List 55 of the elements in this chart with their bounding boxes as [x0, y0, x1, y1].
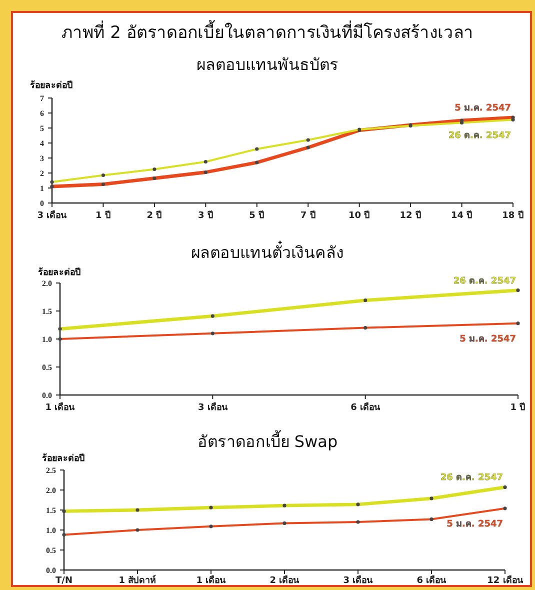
x-tick-label: 1 เดือน	[45, 401, 76, 413]
x-tick-label: 3 เดือน	[37, 209, 68, 221]
x-tick-label: 3 ปี	[198, 210, 214, 221]
x-tick-label: 18 ปี	[502, 210, 524, 221]
x-tick-label: T/N	[56, 576, 72, 586]
series-label: 5 ม.ค. 2547	[446, 519, 503, 530]
y-tick-label: 0.0	[42, 391, 52, 400]
chart-subtitle: ผลตอบแทนพันธบัตร	[196, 55, 338, 74]
x-tick-label: 6 เดือน	[416, 574, 448, 586]
series-label: 26 ต.ค. 2547	[448, 130, 511, 141]
y-tick-label: 1.0	[46, 526, 56, 535]
line-series	[58, 288, 520, 331]
y-tick-label: 4	[40, 139, 44, 148]
x-tick-label: 12 ปี	[400, 210, 422, 221]
x-tick-label: 3 เดือน	[343, 574, 374, 586]
x-tick-label: 1 เดือน	[196, 574, 227, 586]
x-tick-label: 7 ปี	[300, 210, 316, 221]
x-tick-label: 1 ปี	[96, 210, 111, 221]
x-tick-label: 5 ปี	[249, 210, 265, 221]
y-tick-label: 2	[40, 169, 44, 178]
y-tick-label: 0	[40, 199, 44, 208]
y-tick-label: 1.5	[42, 307, 52, 316]
x-tick-label: 1 ปี	[510, 402, 526, 413]
y-tick-label: 5	[40, 124, 44, 133]
series-label: 26 ต.ค. 2547	[453, 276, 516, 286]
y-axis-title: ร้อยละต่อปี	[42, 453, 85, 464]
y-tick-label: 1	[40, 184, 44, 193]
chart-title: ภาพที่ 2 อัตราดอกเบี้ยในตลาดการเงินที่มีโครงสร้างเวลา	[62, 20, 474, 43]
x-tick-label: 10 ปี	[348, 210, 370, 221]
y-tick-label: 0.0	[46, 566, 56, 575]
y-axis-title: ร้อยละต่อปี	[38, 267, 81, 278]
series-label: 5 ม.ค. 2547	[460, 334, 516, 344]
series-label: 26 ต.ค. 2547	[440, 473, 503, 484]
y-tick-label: 2.0	[42, 279, 52, 288]
x-tick-label: 12 เดือน	[487, 574, 524, 586]
x-tick-label: 14 ปี	[450, 210, 473, 221]
y-tick-label: 3	[40, 154, 44, 163]
x-tick-label: 6 เดือน	[350, 401, 382, 413]
y-axis-title: ร้อยละต่อปี	[30, 80, 73, 91]
x-tick-label: 2 ปี	[146, 210, 162, 221]
x-tick-label: 1 สัปดาห์	[118, 574, 156, 586]
y-tick-label: 2.0	[46, 486, 56, 495]
series-label: 5 ม.ค. 2547	[454, 104, 511, 114]
y-tick-label: 0.5	[46, 546, 56, 555]
y-tick-label: 7	[40, 94, 44, 103]
chart-title: ผลตอบแทนตั๋วเงินคลัง	[191, 240, 344, 262]
y-tick-label: 0.5	[42, 363, 52, 372]
x-tick-label: 2 เดือน	[270, 574, 300, 586]
chart-title: อัตราดอกเบี้ย Swap	[197, 430, 338, 451]
y-tick-label: 1.0	[42, 335, 52, 344]
y-tick-label: 1.5	[46, 506, 56, 515]
y-tick-label: 6	[40, 109, 44, 118]
line-series	[62, 485, 507, 513]
x-tick-label: 3 เดือน	[198, 401, 228, 413]
y-tick-label: 2.5	[46, 466, 56, 475]
